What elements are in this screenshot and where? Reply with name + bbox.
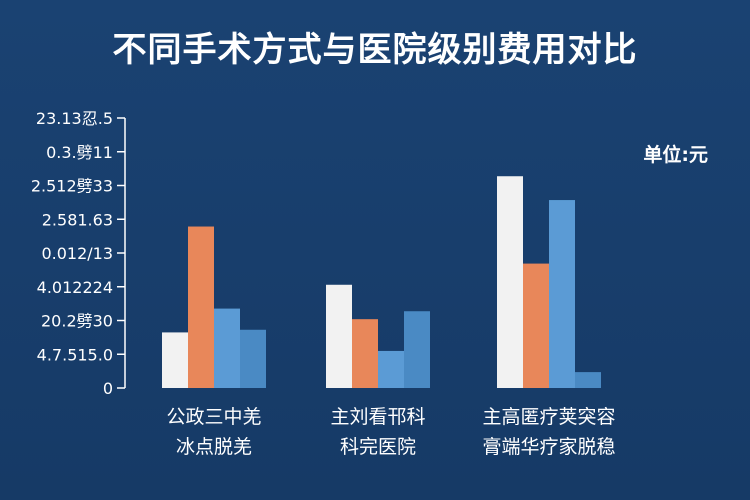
y-tick-label: 23.13忍.5 [36,109,113,128]
bar [240,329,266,388]
bar [162,332,188,388]
bar [214,308,240,388]
bar [549,200,575,388]
bar [404,311,430,388]
unit-label: 单位:元 [643,144,708,166]
y-tick-label: 0.012/13 [41,244,113,263]
x-category-label: 主刘看邗科 [330,406,425,428]
x-category-label: 公政三中羌 [166,406,261,428]
x-category-label: 冰点脱羌 [176,436,252,458]
chart-title: 不同手术方式与医院级别费用对比 [112,30,638,70]
bar [523,263,549,388]
bar [326,284,352,388]
y-tick-label: 2.581.63 [42,210,113,229]
x-category-label: 膏端华疗家脱稳 [482,435,615,458]
bar [378,350,404,388]
bar [575,372,601,388]
y-tick-label: 0.3.劈11 [46,143,113,162]
bar [352,319,378,388]
bar [188,226,214,388]
y-tick-label: 20.2劈30 [41,312,113,331]
bar [497,176,523,388]
y-tick-label: 0 [103,379,113,398]
y-tick-label: 4.7.515.0 [37,345,113,364]
y-tick-label: 4.012224 [37,278,113,297]
y-tick-label: 2.512劈33 [31,177,113,196]
x-category-label: 主高匿疗荚突容 [482,406,615,428]
x-category-label: 科完医院 [340,436,416,458]
